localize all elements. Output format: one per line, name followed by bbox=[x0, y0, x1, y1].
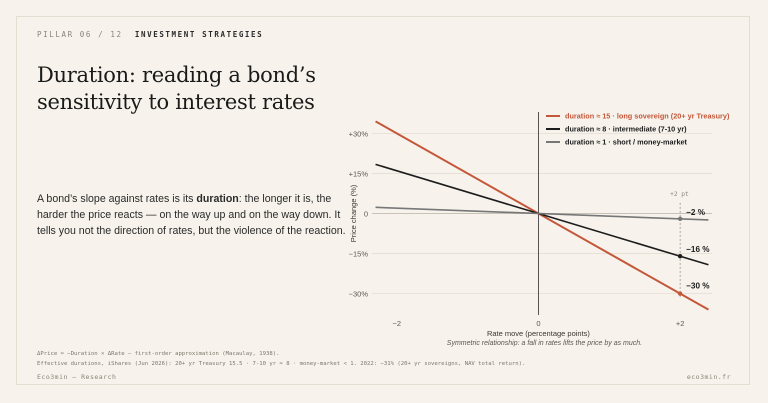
y-tick-label: −30% bbox=[349, 290, 369, 299]
slide-frame bbox=[16, 16, 750, 385]
y-axis-label: Price change (%) bbox=[349, 184, 358, 242]
kicker-prefix: PILLAR 06 / 12 bbox=[37, 30, 123, 39]
legend-entry: duration ≈ 15 · long sovereign (20+ yr T… bbox=[565, 112, 730, 121]
kicker-section: INVESTMENT STRATEGIES bbox=[134, 30, 264, 39]
duration-chart: +30% +15% 0 −15% −30% −2 0 +2 +2 pt −30 % −16 % −2 … bbox=[349, 112, 730, 347]
x-axis-label: Rate move (percentage points) bbox=[487, 329, 590, 338]
page-title: Duration: reading a bond’s sensitivity t… bbox=[37, 63, 316, 114]
y-tick-label: +15% bbox=[349, 169, 369, 178]
body-bold: duration bbox=[196, 193, 239, 205]
series-line bbox=[375, 206, 709, 221]
body-pre: A bond’s slope against rates is its bbox=[37, 193, 197, 205]
footer-brand: Eco3min — Research bbox=[37, 373, 117, 381]
footnote-formula: ΔPrice ≈ −Duration × ΔRate — first-order… bbox=[37, 351, 280, 357]
x-tick-label: 0 bbox=[536, 319, 540, 328]
series-end-label: −30 % bbox=[686, 282, 710, 291]
y-tick-label: +30% bbox=[349, 129, 369, 138]
y-tick-label: 0 bbox=[364, 210, 368, 219]
footnote-sources: Effective durations, iShares (Jun 2026):… bbox=[37, 361, 526, 367]
series-point bbox=[677, 254, 683, 259]
series-line bbox=[375, 120, 709, 311]
rate-marker-label: +2 pt bbox=[670, 191, 689, 198]
x-tick-label: +2 bbox=[676, 319, 685, 328]
series-end-label: −2 % bbox=[686, 208, 706, 217]
body-post: : the longer it is, the harder the price… bbox=[37, 193, 346, 237]
legend-entry: duration ≈ 8 · intermediate (7-10 yr) bbox=[565, 125, 687, 134]
series-line bbox=[375, 163, 709, 266]
series-point bbox=[677, 216, 683, 222]
series-point bbox=[677, 291, 683, 296]
legend-entry: duration ≈ 1 · short / money-market bbox=[565, 138, 688, 147]
footer-link[interactable]: eco3min.fr bbox=[686, 373, 731, 381]
series-end-label: −16 % bbox=[686, 245, 710, 254]
x-tick-label: −2 bbox=[393, 319, 402, 328]
body-text: A bond’s slope against rates is its dura… bbox=[37, 191, 359, 239]
y-tick-label: −15% bbox=[349, 250, 369, 259]
chart-caption: Symmetric relationship: a fall in rates … bbox=[447, 340, 642, 347]
kicker: PILLAR 06 / 12 INVESTMENT STRATEGIES bbox=[37, 30, 263, 39]
